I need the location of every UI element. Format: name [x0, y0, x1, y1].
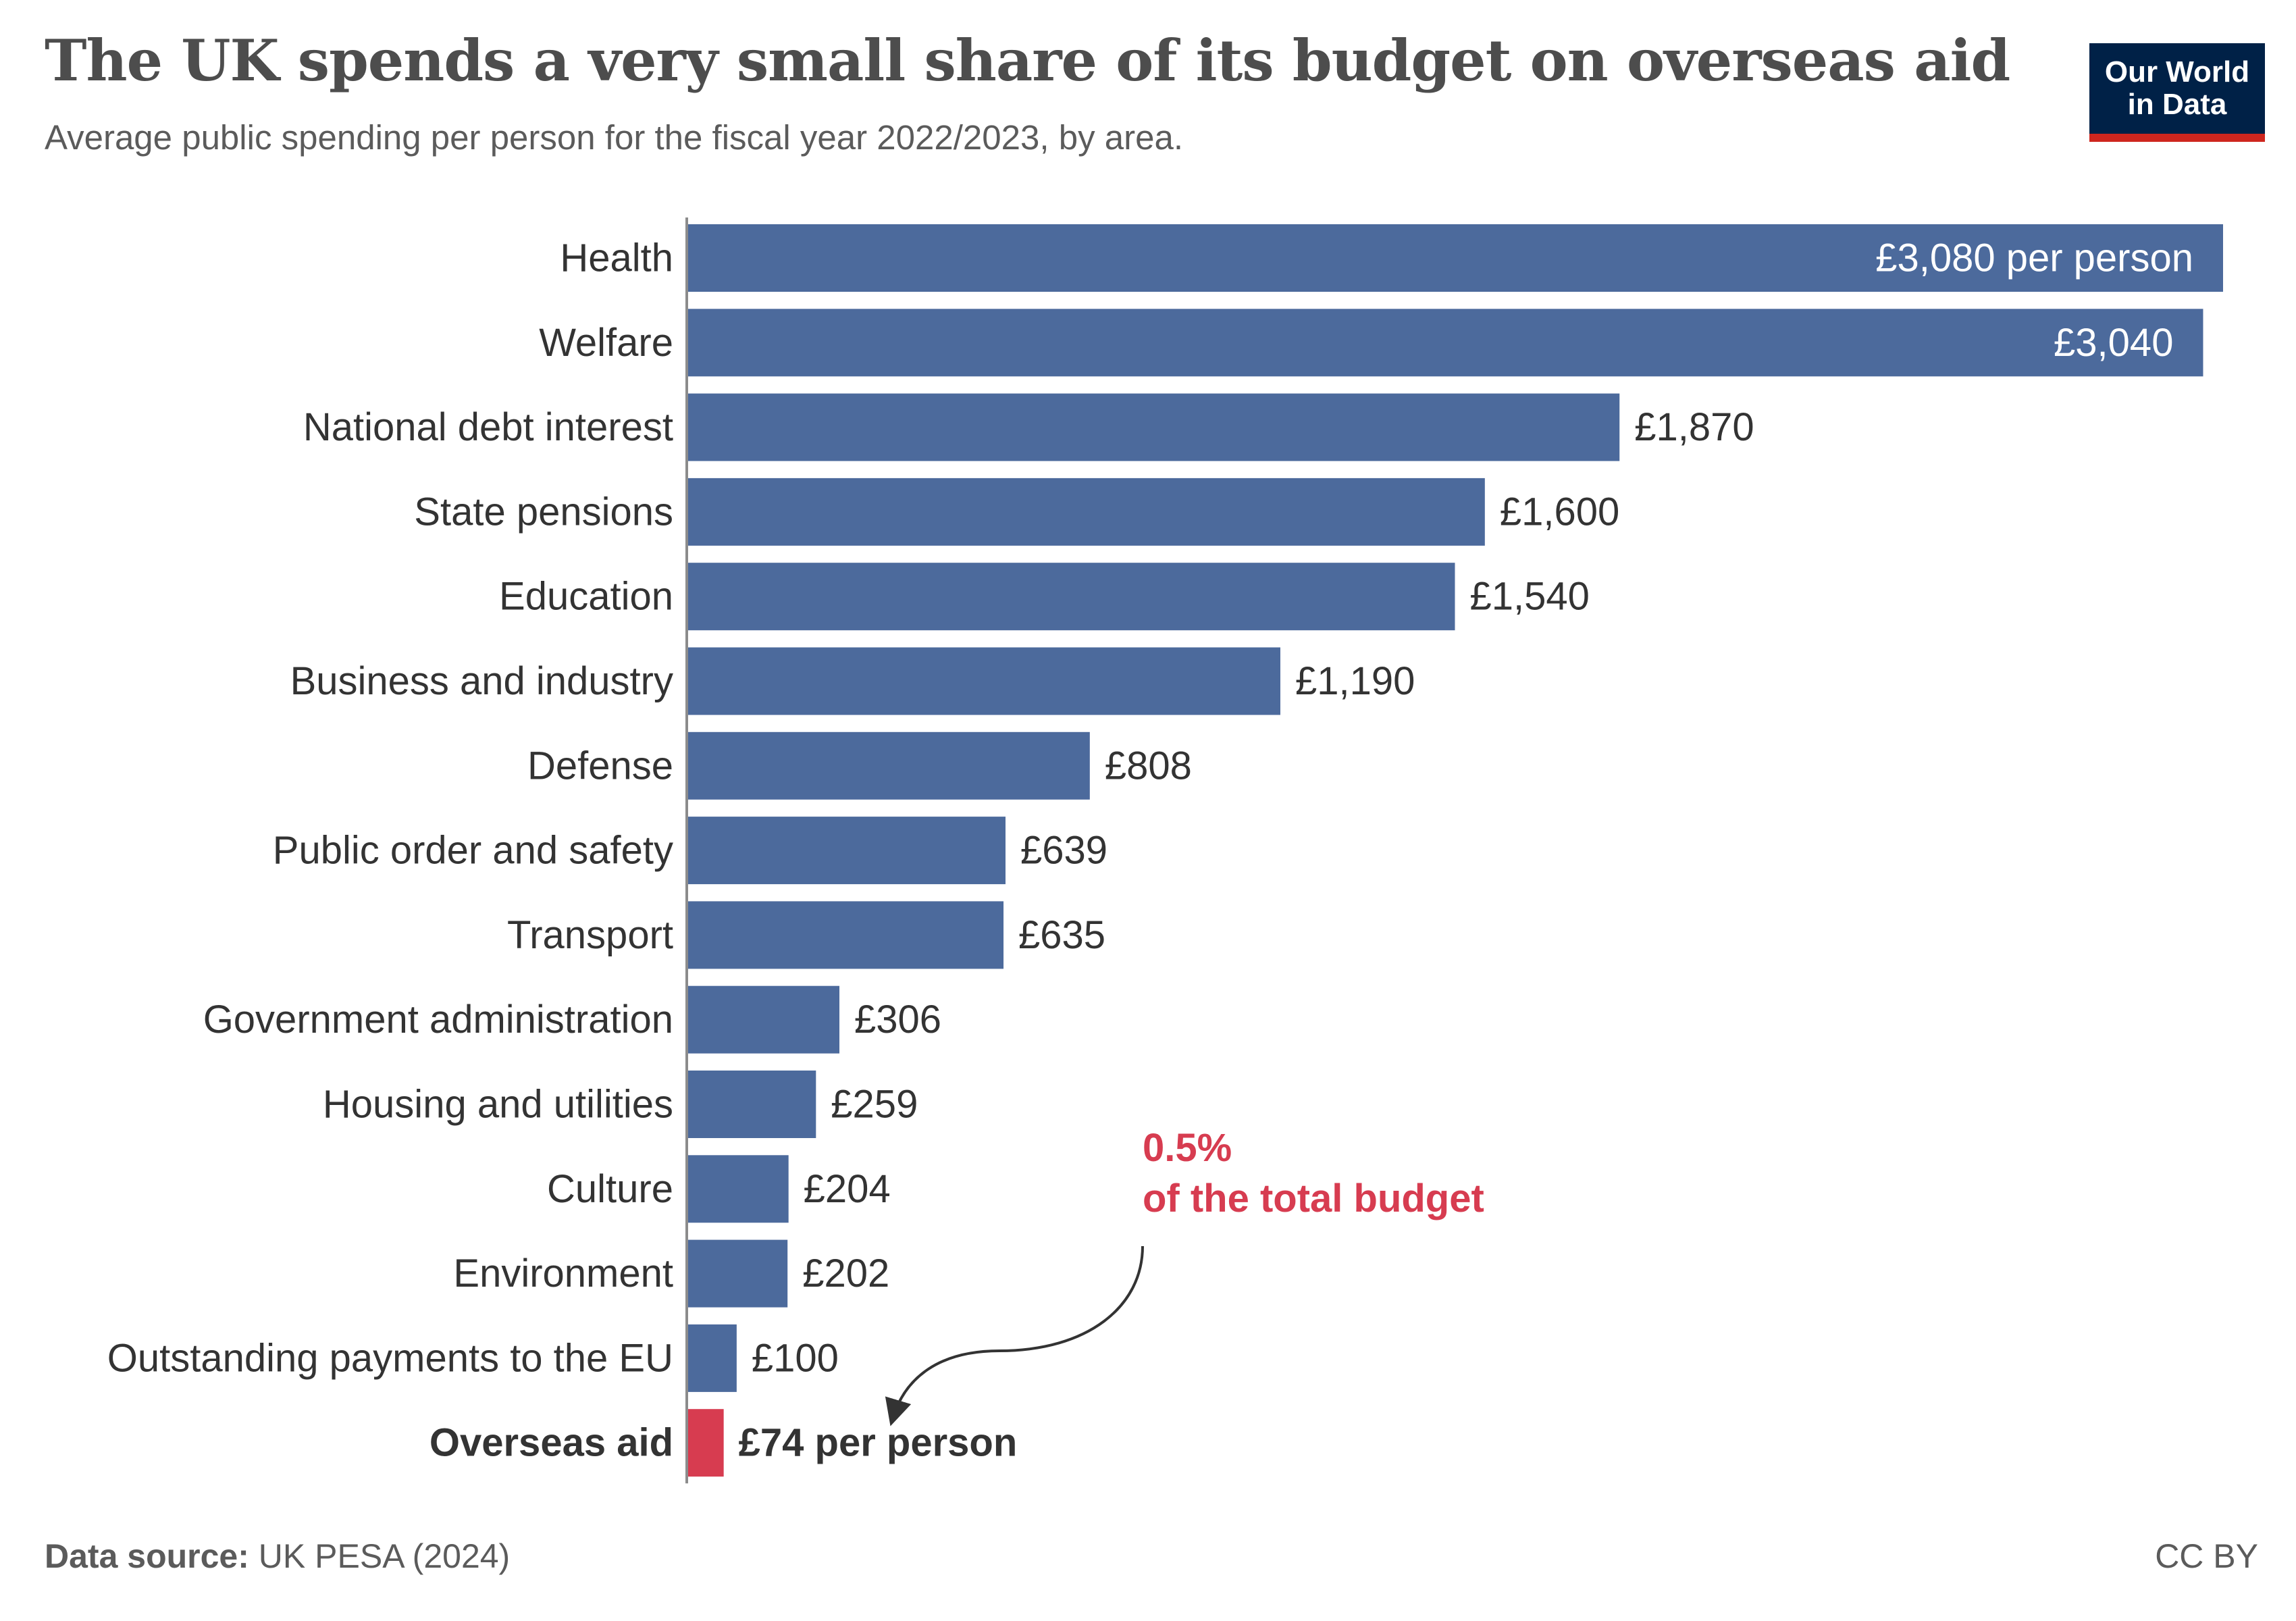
category-label: State pensions: [414, 490, 673, 534]
bar-overseas-aid: [687, 1409, 724, 1477]
bar-health: [687, 224, 2223, 292]
value-label: £202: [802, 1252, 889, 1295]
value-label: £1,600: [1500, 490, 1619, 534]
bar-state-pensions: [687, 478, 1485, 546]
value-label: £1,540: [1470, 575, 1590, 619]
category-label: Environment: [453, 1252, 673, 1295]
chart-title: The UK spends a very small share of its …: [45, 27, 2010, 94]
category-label: Welfare: [539, 321, 673, 365]
category-label: Overseas aid: [429, 1421, 673, 1465]
annotation-text: of the total budget: [1143, 1177, 1484, 1220]
bar-public-order-and-safety: [687, 817, 1006, 885]
category-label: Education: [499, 575, 673, 619]
bar-housing-and-utilities: [687, 1071, 816, 1138]
category-label: Government administration: [203, 998, 673, 1041]
value-label: £1,190: [1295, 659, 1415, 703]
category-label: Health: [560, 236, 673, 280]
category-label: Public order and safety: [273, 829, 673, 873]
value-label: £204: [804, 1167, 891, 1211]
bar-education: [687, 563, 1455, 631]
category-label: Culture: [547, 1167, 673, 1211]
data-source-value[interactable]: UK PESA (2024): [258, 1537, 511, 1575]
value-label: £100: [752, 1336, 839, 1380]
bar-outstanding-payments-to-the-eu: [687, 1324, 737, 1392]
logo-line-2: in Data: [2127, 88, 2227, 121]
category-label: Transport: [507, 913, 673, 957]
value-label: £306: [854, 998, 941, 1041]
category-label: National debt interest: [303, 405, 673, 449]
chart-subtitle: Average public spending per person for t…: [45, 118, 1183, 157]
data-source: Data source: UK PESA (2024): [45, 1537, 510, 1576]
logo-line-1: Our World: [2104, 55, 2250, 88]
data-source-label: Data source:: [45, 1537, 249, 1575]
category-label: Business and industry: [290, 659, 673, 703]
annotation-percent: 0.5%: [1143, 1126, 1232, 1170]
bar-transport: [687, 901, 1004, 969]
bar-environment: [687, 1239, 788, 1308]
value-label: £1,870: [1634, 405, 1754, 449]
bar-welfare: [687, 309, 2203, 377]
value-label: £639: [1020, 829, 1107, 873]
value-label: £74 per person: [739, 1421, 1018, 1465]
value-label: £259: [831, 1083, 918, 1127]
category-label: Defense: [527, 744, 673, 788]
value-label: £635: [1018, 913, 1105, 957]
category-label: Outstanding payments to the EU: [107, 1336, 673, 1380]
bar-national-debt-interest: [687, 393, 1620, 461]
license[interactable]: CC BY: [2155, 1537, 2258, 1575]
category-label: Housing and utilities: [323, 1083, 673, 1127]
value-label: £3,080 per person: [1875, 236, 2193, 280]
annotation-arrow: [885, 1245, 1144, 1426]
bar-defense: [687, 731, 1090, 800]
bar-business-and-industry: [687, 647, 1280, 715]
bar-government-administration: [687, 985, 840, 1054]
value-label: £808: [1105, 744, 1192, 788]
value-label: £3,040: [2054, 321, 2173, 365]
bar-culture: [687, 1155, 789, 1223]
owid-logo[interactable]: Our World in Data: [2089, 43, 2265, 142]
